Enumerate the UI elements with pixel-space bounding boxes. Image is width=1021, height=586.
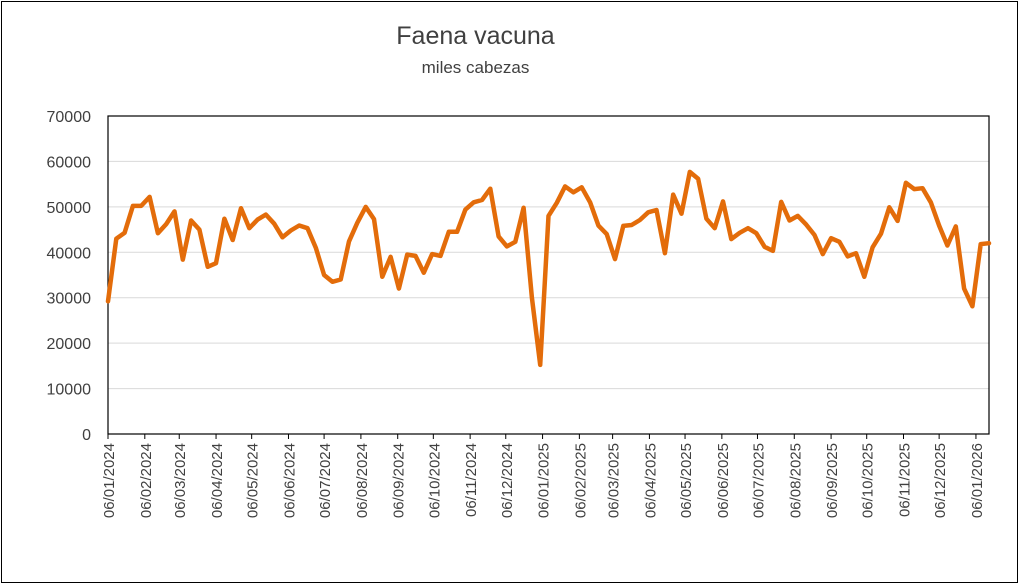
- x-tick-label: 06/09/2025: [824, 443, 841, 518]
- x-tick-label: 06/01/2026: [969, 443, 986, 518]
- x-tick-label: 06/11/2025: [897, 443, 914, 517]
- y-tick-label: 60000: [47, 154, 92, 171]
- x-tick-label: 06/08/2024: [354, 443, 371, 518]
- x-tick-label: 06/07/2024: [317, 443, 334, 518]
- x-tick-label: 06/06/2025: [715, 443, 732, 518]
- x-tick-label: 06/02/2025: [572, 443, 589, 518]
- x-tick-label: 06/03/2025: [606, 443, 623, 518]
- gridlines: [107, 115, 990, 435]
- x-tick-label: 06/09/2024: [391, 443, 408, 518]
- x-tick-label: 06/02/2024: [138, 443, 155, 518]
- x-tick-label: 06/12/2024: [499, 443, 516, 518]
- y-tick-label: 0: [82, 427, 91, 444]
- y-tick-label: 30000: [47, 291, 92, 308]
- y-tick-label: 40000: [47, 245, 92, 262]
- y-tick-label: 50000: [47, 200, 92, 217]
- x-tick-label: 06/01/2025: [536, 443, 553, 518]
- x-tick-label: 06/04/2024: [209, 443, 226, 518]
- chart-subtitle: miles cabezas: [421, 58, 530, 77]
- y-axis: 0 10000 20000 30000 40000 50000 60000 70000: [47, 109, 92, 444]
- x-tick-label: 06/05/2025: [678, 443, 695, 518]
- series-line: [105, 169, 992, 368]
- y-tick-label: 10000: [47, 382, 92, 399]
- x-tick-label: 06/07/2025: [750, 443, 767, 518]
- y-tick-label: 20000: [47, 336, 92, 353]
- x-tick-label: 06/11/2024: [463, 443, 480, 517]
- x-tick-label: 06/12/2025: [932, 443, 949, 518]
- x-tick-label: 06/08/2025: [787, 443, 804, 518]
- x-axis: 06/01/2024 06/02/2024 06/03/2024 06/04/2024…: [101, 434, 986, 518]
- x-tick-label: 06/03/2024: [172, 443, 189, 518]
- x-tick-label: 06/10/2024: [426, 443, 443, 518]
- y-tick-label: 70000: [47, 109, 92, 126]
- x-tick-label: 06/04/2025: [642, 443, 659, 518]
- x-tick-label: 06/10/2025: [860, 443, 877, 518]
- x-tick-label: 06/01/2024: [101, 443, 118, 518]
- series-layer: [105, 169, 992, 368]
- x-tick-label: 06/05/2024: [245, 443, 262, 518]
- plot-area-border: [107, 115, 990, 435]
- chart-title: Faena vacuna: [396, 22, 555, 50]
- x-tick-label: 06/06/2024: [281, 443, 298, 518]
